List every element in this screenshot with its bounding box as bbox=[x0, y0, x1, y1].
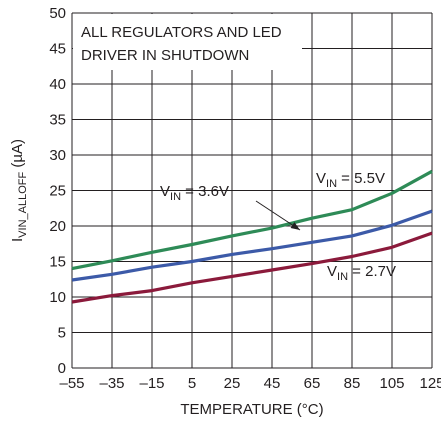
labels-layer: VIN = 5.5V VIN = 3.6V VIN = 2.7V bbox=[160, 170, 396, 283]
y-tick-label-8: 40 bbox=[49, 76, 66, 93]
x-tick-label-3: 5 bbox=[188, 375, 196, 392]
annotation-box-background bbox=[73, 14, 302, 70]
x-tick-label-5: 45 bbox=[264, 375, 281, 392]
y-tick-label-0: 0 bbox=[58, 360, 66, 377]
series-label-vin-5.5v-sub: IN bbox=[326, 178, 337, 190]
annotation-box-line-1: ALL REGULATORS AND LED bbox=[81, 24, 282, 41]
y-tick-label-10: 50 bbox=[49, 5, 66, 22]
y-tick-label-2: 10 bbox=[49, 289, 66, 306]
series-label-vin-2.7v-sub: IN bbox=[337, 271, 348, 283]
y-tick-label-5: 25 bbox=[49, 183, 66, 200]
series-label-vin-3.6v-main: V bbox=[160, 183, 170, 200]
series-label-vin-2.7v-tail: = 2.7V bbox=[348, 263, 396, 280]
tick-labels: –55 –35 –15 5 25 45 65 85 105 125 0 5 10 15 20 25 30 35 40… bbox=[49, 5, 441, 392]
grid bbox=[71, 12, 433, 369]
y-tick-label-9: 45 bbox=[49, 41, 66, 58]
x-tick-label-8: 105 bbox=[379, 375, 404, 392]
series-label-vin-2.7v-main: V bbox=[327, 263, 337, 280]
series-label-vin-2.7v: VIN = 2.7V bbox=[327, 263, 396, 283]
series-label-vin-5.5v: VIN = 5.5V bbox=[316, 170, 385, 190]
y-tick-label-7: 35 bbox=[49, 112, 66, 129]
x-tick-label-0: –55 bbox=[59, 375, 84, 392]
y-tick-label-3: 15 bbox=[49, 254, 66, 271]
series-line-1 bbox=[71, 209, 433, 282]
series-line-0 bbox=[71, 169, 433, 271]
series-label-vin-3.6v-sub: IN bbox=[170, 191, 181, 203]
y-tick-label-1: 5 bbox=[58, 325, 66, 342]
series-label-vin-5.5v-tail: = 5.5V bbox=[337, 170, 385, 187]
annotation-box-line-2: DRIVER IN SHUTDOWN bbox=[81, 47, 249, 64]
y-axis-label-sub: VIN_ALLOFF bbox=[17, 172, 29, 238]
x-tick-label-7: 85 bbox=[344, 375, 361, 392]
annotation-arrow-head bbox=[290, 222, 300, 230]
y-tick-label-6: 30 bbox=[49, 147, 66, 164]
y-axis-label-tail: (µA) bbox=[9, 139, 26, 172]
series-label-vin-3.6v: VIN = 3.6V bbox=[160, 183, 229, 203]
x-tick-label-9: 125 bbox=[419, 375, 441, 392]
y-axis-label: IVIN_ALLOFF (µA) bbox=[9, 139, 29, 242]
x-tick-label-1: –35 bbox=[99, 375, 124, 392]
series-layer bbox=[71, 169, 433, 304]
y-tick-label-4: 20 bbox=[49, 218, 66, 235]
x-axis-label: TEMPERATURE (°C) bbox=[180, 401, 323, 418]
x-tick-label-4: 25 bbox=[224, 375, 241, 392]
x-tick-label-6: 65 bbox=[304, 375, 321, 392]
series-label-vin-3.6v-tail: = 3.6V bbox=[181, 183, 229, 200]
x-tick-label-2: –15 bbox=[139, 375, 164, 392]
y-axis-label-main: I bbox=[9, 238, 26, 242]
series-line-2 bbox=[71, 231, 433, 304]
series-label-vin-5.5v-main: V bbox=[316, 170, 326, 187]
